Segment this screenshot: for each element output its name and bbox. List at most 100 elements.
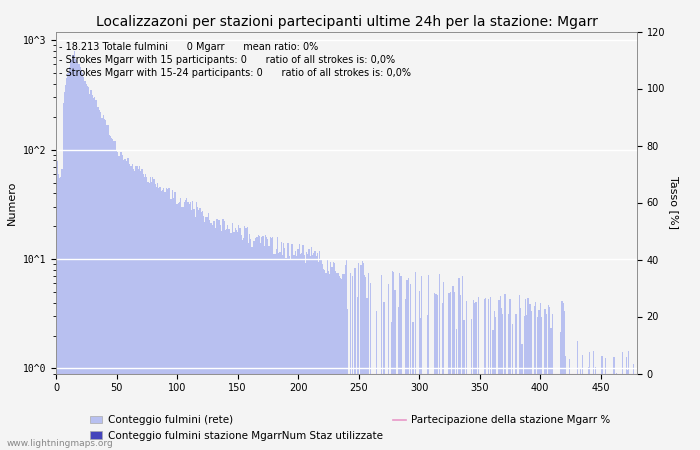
Bar xyxy=(146,177,148,450)
Bar xyxy=(78,64,80,450)
Bar xyxy=(58,174,59,450)
Bar xyxy=(334,262,335,450)
Bar xyxy=(437,295,438,450)
Bar xyxy=(314,252,316,450)
Bar xyxy=(449,293,450,450)
Bar xyxy=(237,232,238,450)
Bar xyxy=(595,367,596,450)
Bar xyxy=(130,166,132,450)
Bar xyxy=(117,152,118,450)
Bar xyxy=(108,135,110,450)
Bar xyxy=(246,227,248,450)
Bar xyxy=(344,265,346,450)
Bar xyxy=(230,233,231,450)
Bar xyxy=(67,72,69,450)
Bar xyxy=(209,220,210,450)
Bar xyxy=(186,198,188,450)
Bar xyxy=(318,262,319,450)
Bar xyxy=(294,255,295,450)
Bar xyxy=(633,364,634,450)
Bar xyxy=(268,246,270,450)
Bar xyxy=(324,270,326,450)
Bar xyxy=(368,273,369,450)
Bar xyxy=(560,332,561,450)
Bar xyxy=(214,221,215,450)
Bar xyxy=(90,90,92,450)
Bar xyxy=(132,164,133,450)
Bar xyxy=(151,182,152,450)
Bar xyxy=(178,202,179,450)
Bar xyxy=(232,223,233,450)
Bar xyxy=(322,264,323,450)
Bar xyxy=(248,243,249,450)
Bar xyxy=(548,305,550,450)
Bar xyxy=(110,136,111,450)
Bar xyxy=(57,162,58,450)
Bar xyxy=(234,228,236,450)
Bar xyxy=(100,112,102,450)
Bar xyxy=(538,310,540,450)
Bar xyxy=(628,351,629,450)
Bar xyxy=(116,150,117,450)
Bar xyxy=(616,373,617,450)
Bar xyxy=(492,330,493,450)
Bar xyxy=(608,376,610,450)
Bar xyxy=(463,320,465,450)
Bar xyxy=(169,188,170,450)
Bar xyxy=(138,169,139,450)
Bar xyxy=(533,306,535,450)
Bar xyxy=(340,279,341,450)
Bar xyxy=(255,238,256,450)
Bar xyxy=(363,263,364,450)
Bar xyxy=(98,107,99,450)
Bar xyxy=(399,274,400,450)
Bar xyxy=(188,204,190,450)
Bar xyxy=(545,315,547,450)
Bar xyxy=(410,284,412,450)
Text: - 18.213 Totale fulmini      0 Mgarr      mean ratio: 0%
- Strokes Mgarr with 15: - 18.213 Totale fulmini 0 Mgarr mean rat… xyxy=(59,42,411,78)
Bar xyxy=(175,192,176,450)
Bar xyxy=(173,198,174,450)
Bar xyxy=(99,109,100,450)
Bar xyxy=(69,67,70,450)
Bar xyxy=(199,208,201,450)
Bar xyxy=(337,273,339,450)
Bar xyxy=(570,419,571,450)
Bar xyxy=(206,216,208,450)
Bar xyxy=(60,177,62,450)
Bar xyxy=(279,252,281,450)
Bar xyxy=(621,399,622,450)
Bar xyxy=(93,99,94,450)
Bar xyxy=(161,191,162,450)
Bar xyxy=(335,270,336,450)
Bar xyxy=(266,237,267,450)
Bar xyxy=(526,315,528,450)
Bar xyxy=(439,274,440,450)
Bar xyxy=(434,293,435,450)
Title: Localizzazoni per stazioni partecipanti ultime 24h per la stazione: Mgarr: Localizzazoni per stazioni partecipanti … xyxy=(96,15,597,29)
Bar xyxy=(540,303,541,450)
Bar xyxy=(72,55,74,450)
Bar xyxy=(329,274,330,450)
Bar xyxy=(115,141,116,450)
Bar xyxy=(160,187,161,450)
Bar xyxy=(427,315,428,450)
Bar xyxy=(352,276,354,450)
Bar xyxy=(77,62,78,450)
Bar xyxy=(82,73,83,450)
Bar xyxy=(450,292,452,450)
Bar xyxy=(71,60,72,450)
Bar xyxy=(321,259,322,450)
Bar xyxy=(364,275,365,450)
Bar xyxy=(421,276,422,450)
Bar xyxy=(104,118,105,450)
Bar xyxy=(223,221,225,450)
Bar xyxy=(552,314,553,450)
Bar xyxy=(636,382,638,450)
Bar xyxy=(580,369,581,450)
Bar xyxy=(295,251,296,450)
Bar xyxy=(211,225,213,450)
Bar xyxy=(428,275,429,450)
Bar xyxy=(304,263,306,450)
Bar xyxy=(270,238,271,450)
